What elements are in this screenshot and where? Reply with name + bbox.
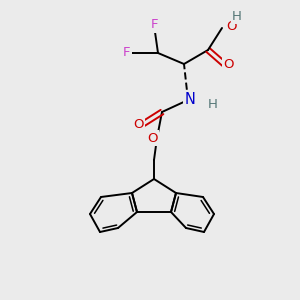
Text: N: N (184, 92, 195, 107)
Text: O: O (226, 20, 236, 32)
Text: H: H (208, 98, 218, 112)
Text: F: F (123, 46, 131, 59)
Text: F: F (150, 19, 158, 32)
Text: O: O (134, 118, 144, 130)
Text: H: H (232, 10, 242, 22)
Text: O: O (148, 131, 158, 145)
Text: O: O (223, 58, 233, 70)
